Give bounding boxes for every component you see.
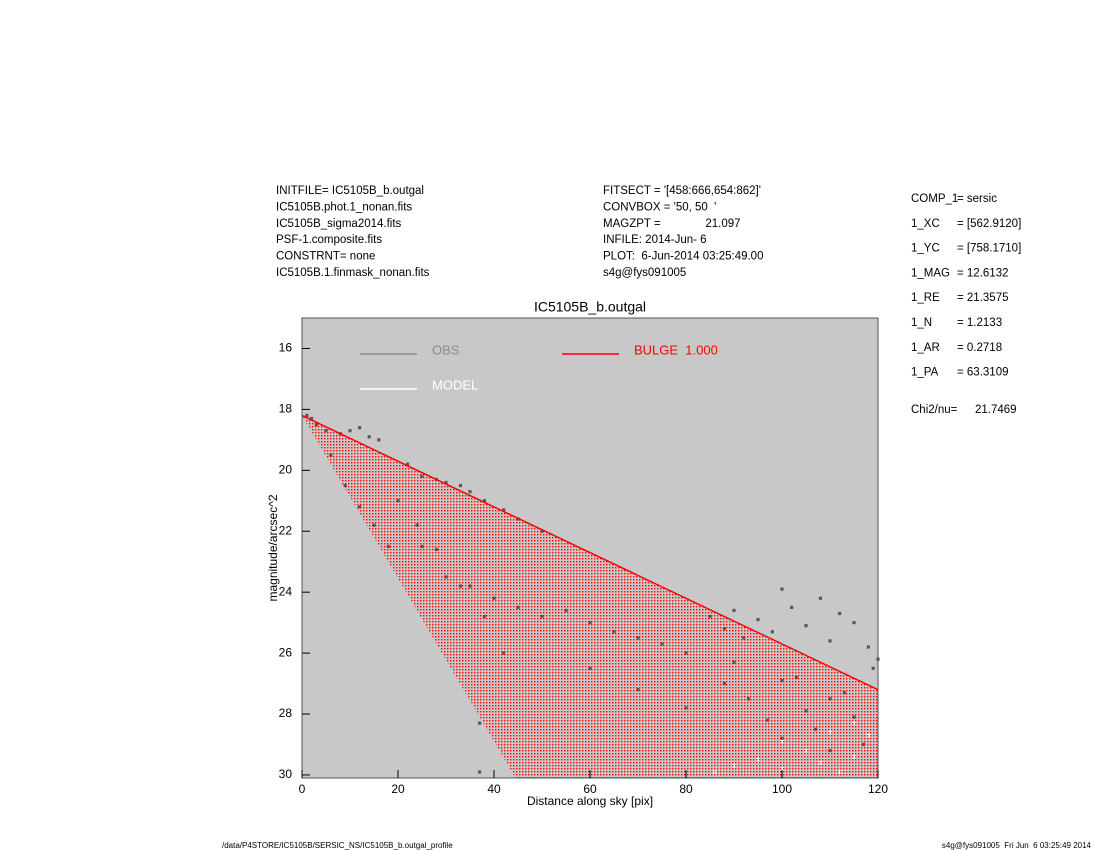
y-tick-label: 20 — [279, 462, 293, 476]
point — [852, 621, 856, 625]
footer-stamp: s4g@fys091005 Fri Jun 6 03:25:49 2014 — [942, 841, 1092, 850]
param-value: = 21.3575 — [957, 292, 1008, 304]
x-tick-label: 100 — [772, 782, 792, 796]
header-line: PLOT: 6-Jun-2014 03:25:49.00 — [603, 251, 763, 263]
header-line: CONSTRNT= none — [276, 251, 375, 263]
x-tick-label: 80 — [679, 782, 693, 796]
point — [838, 611, 842, 616]
legend-label: MODEL — [432, 377, 478, 392]
x-tick-label: 20 — [391, 782, 405, 796]
header-line: PSF-1.composite.fits — [276, 234, 382, 246]
x-axis-label: Distance along sky [pix] — [527, 794, 653, 808]
header-line: IC5105B_sigma2014.fits — [276, 218, 402, 230]
point — [502, 508, 506, 512]
y-tick-label: 22 — [279, 523, 293, 537]
header-line: MAGZPT = 21.097 — [603, 218, 741, 230]
point — [780, 587, 784, 591]
param-value: = [562.9120] — [957, 218, 1021, 230]
point — [482, 499, 486, 503]
point — [305, 413, 309, 418]
param-label: 1_MAG — [911, 267, 950, 279]
point — [478, 721, 482, 725]
param-label: COMP_1 — [911, 193, 958, 205]
y-tick-label: 26 — [279, 645, 293, 659]
bulge-area — [302, 415, 878, 778]
bulge-edge — [301, 414, 879, 691]
header-line: INFILE: 2014-Jun- 6 — [603, 234, 707, 246]
x-tick-label: 60 — [583, 782, 597, 796]
chi2-value: 21.7469 — [975, 404, 1017, 416]
y-axis-label: magnitude/arcsec^2 — [266, 494, 280, 601]
point — [478, 770, 482, 774]
x-tick-label: 40 — [487, 782, 501, 796]
point — [348, 429, 352, 433]
header-line: CONVBOX = '50, 50 ' — [603, 201, 716, 213]
param-value: = [758.1710] — [957, 243, 1021, 255]
x-tick-label: 120 — [868, 782, 888, 796]
header-line: s4g@fys091005 — [603, 267, 686, 279]
y-tick-label: 24 — [279, 584, 293, 598]
param-label: 1_AR — [911, 342, 940, 354]
point — [468, 490, 472, 494]
point — [310, 416, 314, 421]
y-tick-label: 28 — [279, 706, 293, 720]
header-line: INITFILE= IC5105B_b.outgal — [276, 185, 424, 197]
point — [358, 426, 362, 430]
point — [367, 435, 371, 439]
y-tick-label: 16 — [279, 341, 293, 355]
chart-title: IC5105B_b.outgal — [534, 299, 646, 315]
param-label: 1_PA — [911, 367, 939, 379]
param-value: = 63.3109 — [957, 367, 1008, 379]
y-tick-label: 18 — [279, 402, 293, 416]
legend-label: OBS — [432, 342, 460, 357]
chi2-label: Chi2/nu= — [911, 404, 958, 416]
param-value: = 1.2133 — [957, 317, 1002, 329]
point — [444, 480, 448, 485]
point — [804, 624, 808, 628]
point — [458, 483, 462, 488]
point — [377, 438, 381, 442]
point — [866, 645, 870, 649]
param-label: 1_RE — [911, 292, 940, 304]
header-line: IC5105B.1.finmask_nonan.fits — [276, 267, 430, 279]
y-tick-label: 30 — [279, 767, 293, 781]
param-value: = sersic — [957, 193, 997, 205]
param-value: = 0.2718 — [957, 342, 1002, 354]
param-label: 1_N — [911, 317, 932, 329]
point — [770, 630, 774, 634]
legend-label: BULGE 1.000 — [634, 342, 718, 357]
point — [790, 605, 794, 610]
param-label: 1_YC — [911, 243, 940, 255]
header-line: FITSECT = '[458:666,654:862]' — [603, 185, 761, 197]
header-line: IC5105B.phot.1_nonan.fits — [276, 201, 412, 213]
param-value: = 12.6132 — [957, 267, 1008, 279]
x-tick-label: 0 — [299, 782, 306, 796]
footer-path: /data/P4STORE/IC5105B/SERSIC_NS/IC5105B_… — [222, 841, 453, 850]
point — [828, 639, 832, 643]
point — [818, 596, 822, 600]
point — [732, 608, 736, 613]
point — [871, 666, 875, 670]
point — [756, 617, 760, 622]
param-label: 1_XC — [911, 218, 940, 230]
point — [406, 462, 410, 466]
